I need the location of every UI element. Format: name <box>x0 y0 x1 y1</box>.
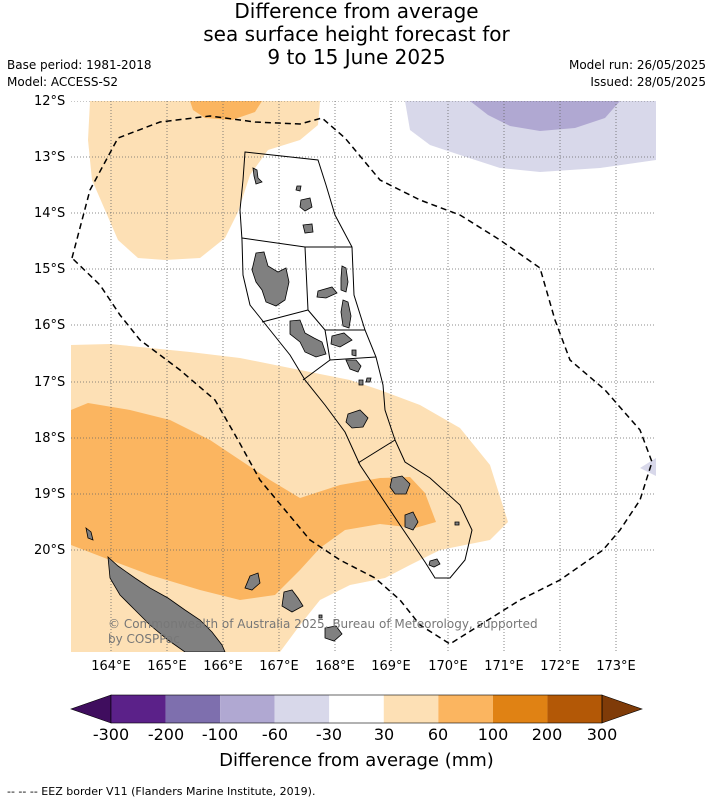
contour-60-100-south <box>71 403 436 600</box>
contour-minus-60-100 <box>470 101 620 131</box>
cbar-tick-30: 30 <box>373 725 395 744</box>
meta-right: Model run: 26/05/2025 Issued: 28/05/2025 <box>569 57 706 91</box>
lat-label-12s: 12°S <box>34 94 66 109</box>
cbar-tick-minus-100: -100 <box>201 725 239 744</box>
eez-border <box>71 115 653 645</box>
island-tongoa <box>358 379 364 386</box>
model-run: Model run: 26/05/2025 <box>568 58 706 72</box>
island-pentecost <box>340 299 352 329</box>
lat-label-18s: 18°S <box>34 431 66 446</box>
title-line-3: 9 to 15 June 2025 <box>267 45 446 69</box>
chart-title: Difference from average sea surface heig… <box>0 0 713 69</box>
lon-label-172e: 172°E <box>540 659 580 674</box>
issued-date: Issued: 28/05/2025 <box>590 75 706 89</box>
lon-label-169e: 169°E <box>371 659 411 674</box>
island-gaua <box>302 223 314 234</box>
lat-label-20s: 20°S <box>34 543 66 558</box>
title-line-2: sea surface height forecast for <box>203 22 510 46</box>
lat-label-13s: 13°S <box>34 150 66 165</box>
meta-left: Base period: 1981-2018 Model: ACCESS-S2 <box>7 57 152 91</box>
model-name: Model: ACCESS-S2 <box>7 75 119 89</box>
lat-label-15s: 15°S <box>34 262 66 277</box>
island-lifou <box>281 589 304 613</box>
lat-label-17s: 17°S <box>34 375 66 390</box>
lon-label-170e: 170°E <box>428 659 468 674</box>
island-ambrym <box>330 332 353 348</box>
island-tanna <box>404 511 419 531</box>
island-erromango <box>389 475 411 495</box>
island-paama <box>351 349 357 357</box>
lat-label-19s: 19°S <box>34 487 66 502</box>
lon-label-165e: 165°E <box>147 659 187 674</box>
island-torres <box>252 167 263 185</box>
cbar-tick-minus-200: -200 <box>147 725 185 744</box>
island-efate <box>345 409 369 429</box>
island-ouvea <box>244 572 261 591</box>
title-line-1: Difference from average <box>234 0 479 23</box>
cbar-tick-minus-60: -60 <box>261 725 289 744</box>
map-canvas <box>71 101 656 652</box>
lon-label-164e: 164°E <box>91 659 131 674</box>
lon-label-173e: 173°E <box>596 659 636 674</box>
province-boundaries <box>239 151 473 579</box>
island-belep <box>85 527 94 541</box>
lat-label-16s: 16°S <box>34 318 66 333</box>
cbar-tick-200: 200 <box>531 725 563 744</box>
cbar-tick-100: 100 <box>477 725 509 744</box>
colorbar-label: Difference from average (mm) <box>219 750 494 771</box>
copyright-line-2: by COSPPac <box>108 632 180 646</box>
lon-label-166e: 166°E <box>203 659 243 674</box>
cbar-tick-minus-30: -30 <box>315 725 343 744</box>
cbar-tick-300: 300 <box>586 725 618 744</box>
map-area <box>71 101 656 652</box>
island-aniwa <box>454 521 460 526</box>
island-epi <box>345 359 362 373</box>
island-ambae <box>316 286 338 299</box>
lat-label-14s: 14°S <box>34 206 66 221</box>
base-period: Base period: 1981-2018 <box>7 58 152 72</box>
lon-label-171e: 171°E <box>484 659 524 674</box>
island-maewo <box>340 265 349 293</box>
lon-label-167e: 167°E <box>259 659 299 674</box>
copyright-line-1: © Commonwealth of Australia 2025, Bureau… <box>108 617 538 631</box>
island-walpole <box>318 614 323 619</box>
island-mare <box>324 625 343 642</box>
land-masses <box>85 167 460 652</box>
island-aneityum <box>428 558 441 568</box>
lon-label-168e: 168°E <box>315 659 355 674</box>
copyright-notice: © Commonwealth of Australia 2025, Bureau… <box>108 617 538 647</box>
island-vanua-lava <box>299 197 313 212</box>
contour-60-100-north <box>190 101 262 120</box>
eez-legend-note: -- -- -- EEZ border V11 (Flanders Marine… <box>7 785 316 798</box>
contour-30-60-north <box>88 101 320 260</box>
contour-minus-30-60-east <box>640 458 656 476</box>
cbar-tick-minus-300: -300 <box>92 725 130 744</box>
island-malekula <box>289 319 327 358</box>
island-new-caledonia <box>107 556 226 652</box>
cbar-tick-60: 60 <box>427 725 449 744</box>
island-espiritu-santo <box>251 251 290 307</box>
island-emae <box>365 377 372 383</box>
island-ureparapara <box>295 185 302 192</box>
